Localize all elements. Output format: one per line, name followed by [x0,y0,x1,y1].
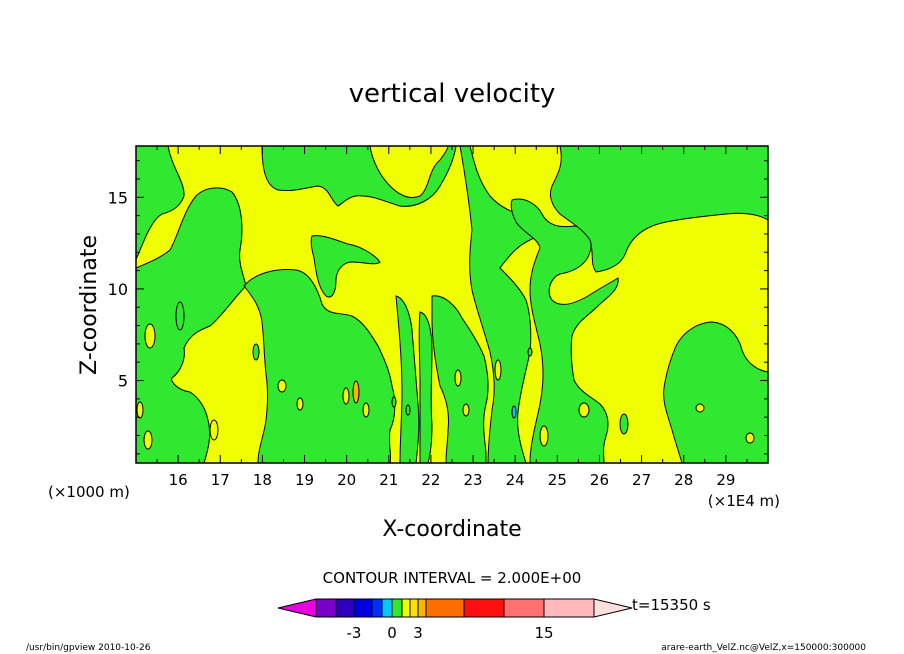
negative-region [663,321,768,463]
contour-cell [362,402,370,418]
contour-cell [391,396,397,408]
colorbar-label-3: 15 [534,624,553,642]
x-tick-label-8: 24 [506,471,525,489]
y-tick-label-2: 15 [108,188,128,207]
x-tick-label-10: 26 [590,471,609,489]
contour-cell [136,401,144,419]
time-text: t=15350 s [632,596,711,614]
y-tick-label-1: 10 [108,280,128,299]
colorbar-label-2: 3 [413,624,423,642]
colorbar-labels: -3 0 3 15 [347,624,554,642]
negative-region [261,146,457,207]
colorbar-segment [371,598,383,618]
x-tick-label-9: 25 [548,471,567,489]
x-tick-label-12: 28 [674,471,693,489]
contour-cell [511,405,517,419]
x-tick-label-6: 22 [421,471,440,489]
colorbar-segment [335,598,355,618]
x-tick-label-13: 29 [716,471,735,489]
y-axis: 5 10 15 [108,160,768,455]
contour-cell [619,413,629,435]
negative-region [136,146,185,261]
contour-cell [454,369,462,387]
colorbar-segment [463,598,505,618]
plot-area [135,145,769,464]
x-tick-label-5: 21 [379,471,398,489]
contour-cell [209,419,219,441]
colorbar-segment [425,598,465,618]
x-axis: 16 17 18 19 20 21 22 23 24 25 26 27 28 29 [156,146,748,489]
footer-left: /usr/bin/gpview 2010-10-26 [26,643,151,653]
contour-interval-text: CONTOUR INTERVAL = 2.000E+00 [323,569,582,587]
y-axis-label: Z-coordinate [77,235,102,375]
colorbar-segment [401,598,411,618]
contour-cell [462,403,470,417]
colorbar-segment [315,598,337,618]
x-tick-label-11: 27 [632,471,651,489]
negative-region [418,311,433,463]
contour-cell [175,301,185,331]
contour-cell [143,430,153,450]
x-unit-right: (×1E4 m) [708,492,780,510]
contour-cell [252,343,260,361]
contour-cell [296,397,304,411]
negative-region [136,187,247,463]
contour-cell [745,432,755,444]
colorbar-label-0: -3 [347,624,362,642]
x-unit-left: (×1000 m) [48,483,130,501]
x-tick-label-1: 17 [211,471,230,489]
x-tick-label-0: 16 [169,471,188,489]
x-axis-label: X-coordinate [382,517,521,542]
colorbar-segment [277,598,317,618]
negative-region [549,146,768,273]
contour-cell [695,403,705,413]
colorbar-segment [417,598,427,618]
contour-cell [144,323,156,349]
x-tick-label-2: 18 [253,471,272,489]
contour-cell [494,359,502,381]
contour-cell [405,404,411,416]
colorbar-segment [409,598,419,618]
contour-cell [578,402,590,418]
colorbar-segment [353,598,373,618]
negative-region [395,295,420,463]
negative-region [310,235,381,298]
negative-region [243,269,396,463]
x-tick-label-3: 19 [295,471,314,489]
colorbar-segment [381,598,393,618]
contour-cell [539,425,549,447]
contour-cell [527,347,533,357]
contour-cell [352,380,360,404]
x-tick-label-7: 23 [464,471,483,489]
negative-region [510,198,619,463]
colorbar-label-1: 0 [387,624,397,642]
y-tick-label-0: 5 [118,372,128,391]
x-tick-label-4: 20 [337,471,356,489]
colorbar-segment [543,598,595,618]
colorbar-segment [593,598,633,618]
contour-cell [342,387,350,405]
colorbar-segment [503,598,545,618]
footer-right: arare-earth_VelZ.nc@VelZ,x=150000:300000 [661,643,866,653]
contour-cell [277,379,287,393]
colorbar [277,598,633,618]
colorbar-segment [391,598,403,618]
chart-title: vertical velocity [349,79,556,109]
